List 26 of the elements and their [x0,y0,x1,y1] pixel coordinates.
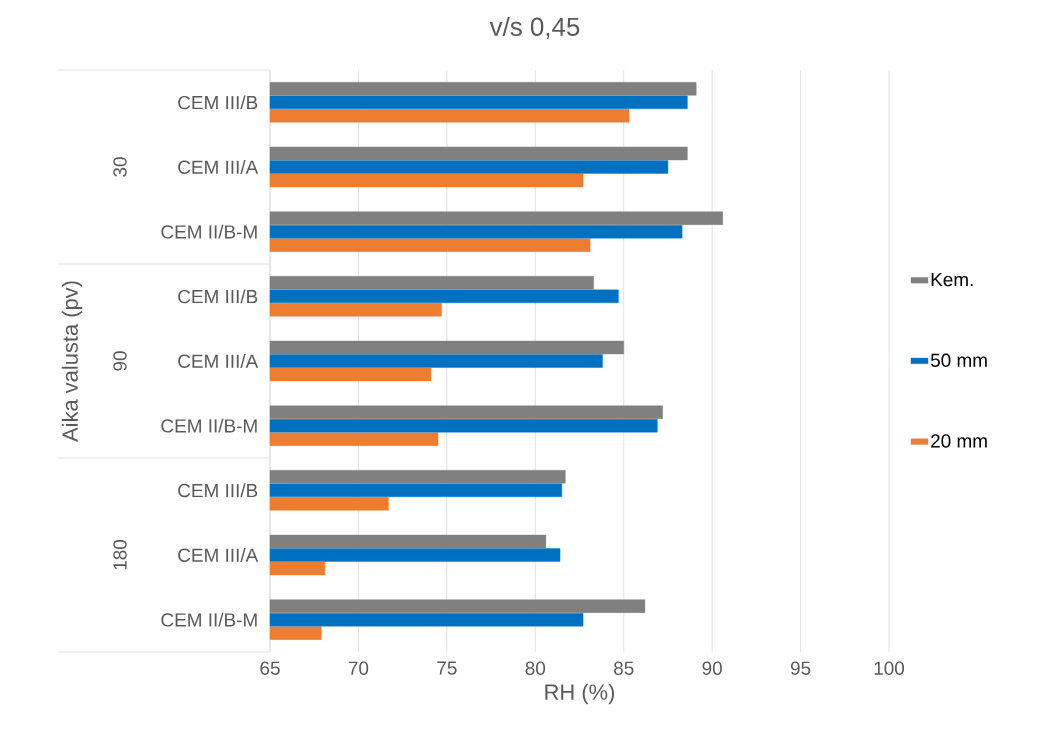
legend-label: Kem. [931,273,973,287]
chart-title: v/s 0,45 [489,16,580,40]
y-tick-label: CEM III/B [178,483,258,498]
y-tick-label: CEM II/B-M [161,224,257,239]
x-tick-label: 70 [348,661,369,675]
y-tick-label: CEM III/A [178,548,259,562]
legend-label: 20 mm [931,434,987,448]
y-tick-label: CEM II/B-M [161,418,257,433]
y-tick-label: CEM III/B [178,95,258,110]
y-tick-label: CEM III/B [178,289,258,304]
x-tick-label: 80 [525,661,546,675]
y-tick-label: CEM III/A [178,160,259,174]
y-tick-label: CEM III/A [178,354,259,368]
x-tick-label: 85 [614,661,634,675]
y-axis-title: Aika valusta (pv) [61,281,83,442]
x-tick-label: 95 [790,661,811,675]
legend-label: 50 mm [930,353,987,367]
x-tick-label: 65 [260,661,280,675]
text: 180 [113,539,127,570]
text: 30 [113,157,127,177]
y-tick-label: CEM II/B-M [161,612,257,627]
text: 90 [113,351,127,371]
x-tick-label: 90 [702,661,722,675]
x-tick-label: 100 [874,661,905,675]
x-tick-label: 75 [437,661,457,675]
x-axis-title: RH (%) [545,683,615,705]
